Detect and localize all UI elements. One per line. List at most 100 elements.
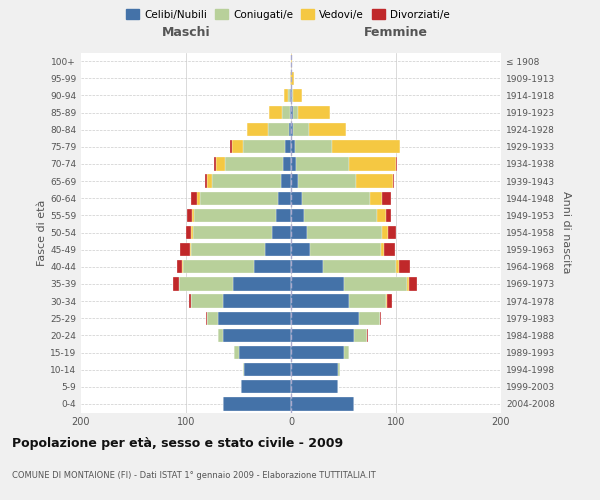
Bar bbox=[293, 123, 309, 136]
Bar bbox=[278, 192, 291, 205]
Bar bbox=[370, 192, 382, 205]
Bar bbox=[232, 140, 242, 153]
Bar bbox=[293, 106, 298, 119]
Bar bbox=[223, 328, 291, 342]
Bar bbox=[291, 174, 298, 188]
Bar bbox=[323, 260, 396, 274]
Bar bbox=[356, 174, 393, 188]
Bar bbox=[269, 106, 281, 119]
Bar bbox=[242, 140, 285, 153]
Bar bbox=[298, 174, 356, 188]
Bar bbox=[359, 312, 380, 325]
Bar bbox=[207, 312, 218, 325]
Bar bbox=[217, 157, 225, 170]
Y-axis label: Anni di nascita: Anni di nascita bbox=[560, 191, 571, 274]
Bar bbox=[183, 260, 254, 274]
Bar bbox=[386, 208, 391, 222]
Bar bbox=[396, 260, 399, 274]
Bar bbox=[189, 294, 191, 308]
Bar bbox=[223, 397, 291, 410]
Bar bbox=[291, 192, 302, 205]
Bar bbox=[225, 157, 283, 170]
Bar bbox=[382, 192, 391, 205]
Bar bbox=[254, 260, 291, 274]
Bar bbox=[291, 312, 359, 325]
Bar bbox=[409, 277, 417, 290]
Y-axis label: Fasce di età: Fasce di età bbox=[37, 200, 47, 266]
Bar bbox=[291, 397, 354, 410]
Bar bbox=[180, 243, 190, 256]
Bar bbox=[247, 123, 268, 136]
Bar bbox=[233, 277, 291, 290]
Bar bbox=[182, 260, 183, 274]
Bar bbox=[291, 328, 354, 342]
Bar bbox=[291, 208, 304, 222]
Bar bbox=[283, 157, 291, 170]
Bar bbox=[190, 243, 191, 256]
Bar bbox=[388, 226, 396, 239]
Bar bbox=[338, 363, 340, 376]
Bar bbox=[265, 243, 291, 256]
Bar bbox=[295, 140, 332, 153]
Bar bbox=[291, 363, 338, 376]
Bar bbox=[291, 123, 293, 136]
Bar bbox=[291, 294, 349, 308]
Bar bbox=[291, 54, 292, 68]
Bar bbox=[193, 226, 272, 239]
Bar bbox=[191, 294, 223, 308]
Legend: Celibi/Nubili, Coniugati/e, Vedovi/e, Divorziati/e: Celibi/Nubili, Coniugati/e, Vedovi/e, Di… bbox=[122, 5, 454, 24]
Bar bbox=[367, 328, 368, 342]
Bar bbox=[230, 140, 232, 153]
Bar bbox=[377, 208, 386, 222]
Bar bbox=[302, 192, 370, 205]
Bar bbox=[393, 174, 394, 188]
Bar bbox=[291, 106, 293, 119]
Bar bbox=[396, 157, 397, 170]
Bar bbox=[244, 363, 291, 376]
Text: Maschi: Maschi bbox=[161, 26, 211, 39]
Bar bbox=[291, 140, 295, 153]
Bar bbox=[196, 192, 200, 205]
Bar bbox=[291, 243, 310, 256]
Bar bbox=[289, 123, 291, 136]
Bar bbox=[343, 277, 407, 290]
Bar bbox=[310, 243, 382, 256]
Bar bbox=[235, 346, 239, 359]
Bar bbox=[291, 380, 338, 394]
Bar bbox=[399, 260, 410, 274]
Bar bbox=[291, 72, 294, 85]
Bar bbox=[304, 208, 377, 222]
Bar bbox=[290, 88, 291, 102]
Bar bbox=[218, 312, 291, 325]
Bar bbox=[200, 192, 278, 205]
Bar bbox=[205, 174, 207, 188]
Bar bbox=[332, 140, 400, 153]
Bar bbox=[207, 174, 212, 188]
Bar bbox=[176, 260, 182, 274]
Text: Popolazione per età, sesso e stato civile - 2009: Popolazione per età, sesso e stato civil… bbox=[12, 438, 343, 450]
Bar bbox=[239, 346, 291, 359]
Bar bbox=[288, 88, 290, 102]
Bar bbox=[382, 226, 388, 239]
Bar bbox=[179, 277, 233, 290]
Bar bbox=[241, 380, 291, 394]
Text: COMUNE DI MONTAIONE (FI) - Dati ISTAT 1° gennaio 2009 - Elaborazione TUTTITALIA.: COMUNE DI MONTAIONE (FI) - Dati ISTAT 1°… bbox=[12, 470, 376, 480]
Bar bbox=[307, 226, 382, 239]
Bar bbox=[291, 260, 323, 274]
Bar bbox=[218, 328, 223, 342]
Bar bbox=[268, 123, 289, 136]
Bar bbox=[292, 88, 293, 102]
Bar bbox=[212, 174, 281, 188]
Bar bbox=[284, 88, 288, 102]
Bar bbox=[291, 346, 343, 359]
Bar bbox=[173, 277, 179, 290]
Bar bbox=[187, 208, 192, 222]
Bar bbox=[354, 328, 367, 342]
Bar bbox=[385, 243, 395, 256]
Bar bbox=[191, 243, 265, 256]
Bar bbox=[296, 157, 349, 170]
Bar bbox=[349, 157, 396, 170]
Bar bbox=[272, 226, 291, 239]
Bar bbox=[298, 106, 330, 119]
Bar bbox=[290, 106, 291, 119]
